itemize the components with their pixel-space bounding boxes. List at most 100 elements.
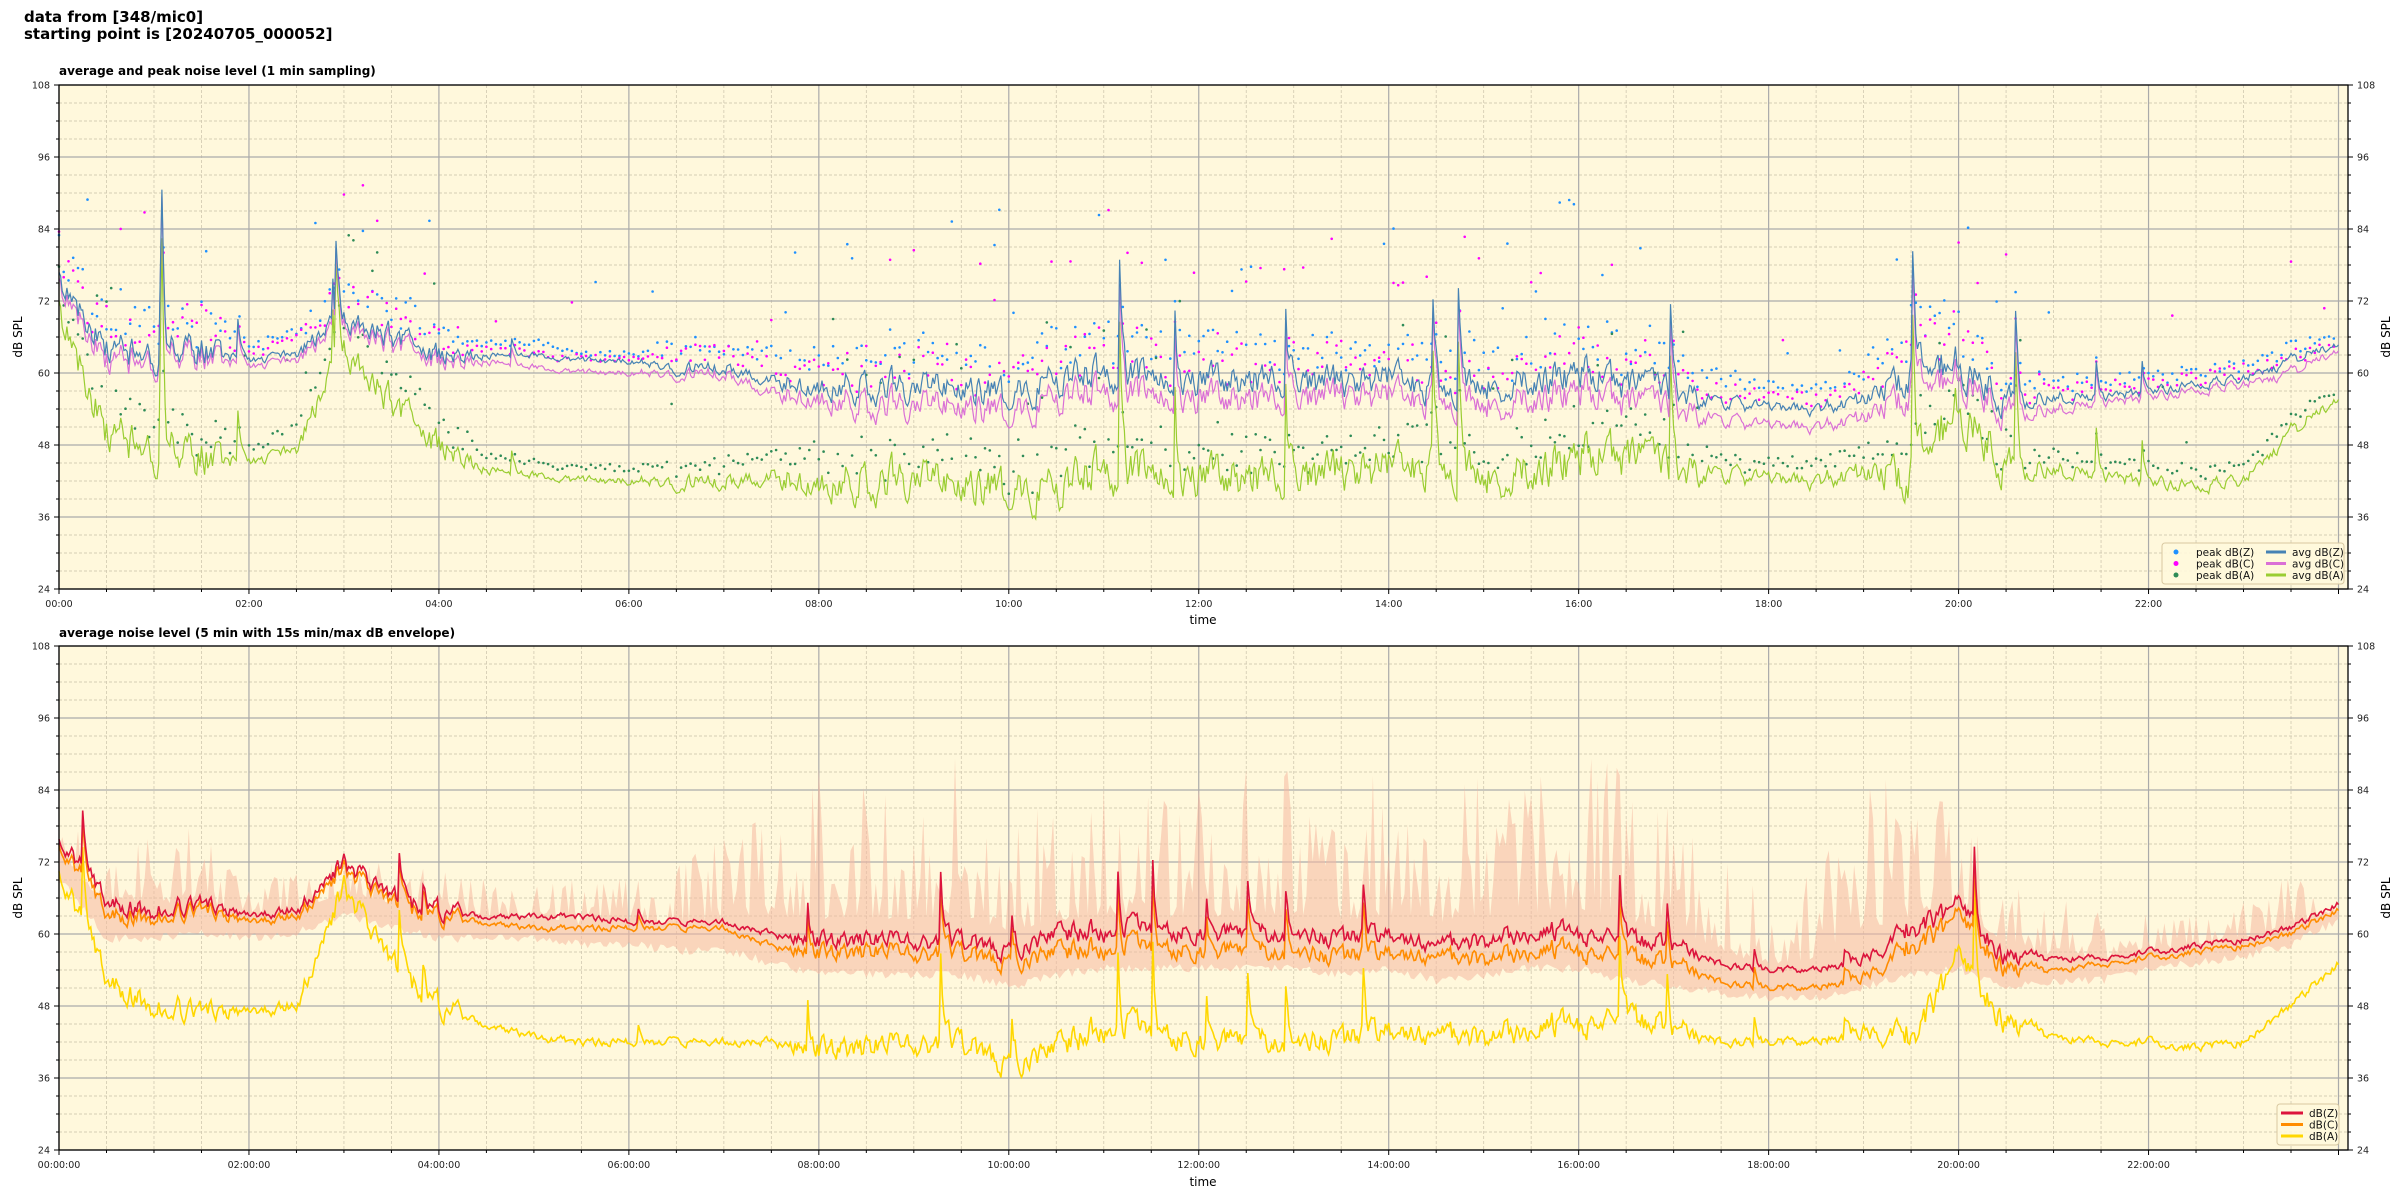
legend-label: avg dB(A) bbox=[2292, 570, 2344, 582]
peak-point bbox=[1838, 450, 1842, 453]
peak-point bbox=[1596, 358, 1599, 361]
peak-point bbox=[599, 350, 602, 354]
peak-point bbox=[1876, 453, 1880, 456]
peak-point bbox=[855, 346, 859, 350]
peak-point bbox=[751, 348, 754, 351]
peak-point bbox=[1050, 445, 1053, 449]
peak-point bbox=[1292, 349, 1295, 352]
peak-point bbox=[152, 325, 156, 328]
peak-point bbox=[741, 463, 745, 466]
peak-point bbox=[2237, 370, 2241, 374]
peak-point bbox=[390, 373, 393, 376]
peak-point bbox=[1278, 380, 1281, 384]
peak-point bbox=[542, 350, 545, 354]
peak-point bbox=[1040, 396, 1044, 399]
peak-point bbox=[869, 448, 873, 452]
peak-point bbox=[907, 372, 911, 376]
peak-point bbox=[2009, 434, 2013, 438]
peak-point bbox=[1320, 356, 1324, 360]
peak-point bbox=[1681, 330, 1685, 334]
peak-point bbox=[280, 432, 284, 436]
peak-point bbox=[1696, 385, 1699, 389]
peak-point bbox=[1501, 458, 1504, 461]
peak-point bbox=[2327, 343, 2331, 347]
peak-point bbox=[1002, 369, 1006, 373]
peak-point bbox=[95, 314, 99, 318]
peak-point bbox=[1814, 457, 1818, 460]
peak-point bbox=[1325, 341, 1329, 344]
peak-point bbox=[632, 467, 635, 471]
peak-point bbox=[2285, 341, 2288, 345]
peak-point bbox=[1610, 332, 1614, 336]
peak-point bbox=[898, 353, 901, 357]
peak-point bbox=[884, 354, 887, 357]
peak-point bbox=[869, 385, 873, 388]
peak-point bbox=[257, 442, 260, 446]
peak-point bbox=[988, 449, 992, 452]
peak-point bbox=[133, 427, 137, 430]
peak-point bbox=[969, 354, 973, 358]
peak-point bbox=[390, 318, 393, 322]
peak-point bbox=[2104, 466, 2108, 470]
x-tick-label: 06:00 bbox=[615, 599, 642, 610]
peak-point bbox=[1206, 449, 1210, 452]
peak-point bbox=[418, 387, 422, 391]
peak-point bbox=[2209, 368, 2212, 372]
peak-point bbox=[247, 444, 251, 447]
peak-point bbox=[1881, 385, 1884, 388]
peak-point bbox=[1715, 367, 1718, 370]
peak-point bbox=[1017, 361, 1020, 365]
peak-point bbox=[432, 282, 436, 285]
peak-point bbox=[2213, 362, 2217, 366]
peak-point bbox=[2251, 453, 2255, 457]
peak-point bbox=[1852, 454, 1856, 458]
peak-point bbox=[485, 456, 488, 460]
peak-point bbox=[1297, 445, 1300, 449]
peak-point bbox=[708, 463, 711, 467]
x-tick-label: 22:00 bbox=[2135, 599, 2162, 610]
peak-point bbox=[451, 446, 455, 449]
peak-point bbox=[1843, 382, 1846, 385]
peak-point bbox=[2019, 361, 2022, 365]
peak-point bbox=[1183, 350, 1186, 354]
peak-point bbox=[979, 343, 982, 347]
peak-point bbox=[1776, 386, 1780, 389]
peak-point bbox=[404, 389, 408, 393]
peak-point bbox=[1539, 271, 1542, 275]
peak-point bbox=[850, 454, 854, 457]
peak-point bbox=[627, 352, 631, 355]
peak-point bbox=[727, 345, 730, 348]
peak-point bbox=[898, 355, 901, 359]
peak-point bbox=[1786, 352, 1789, 355]
peak-point bbox=[1074, 335, 1077, 339]
peak-point bbox=[1677, 455, 1680, 459]
peak-point bbox=[375, 251, 379, 254]
peak-point bbox=[2213, 370, 2217, 373]
peak-point bbox=[1824, 399, 1827, 402]
peak-point bbox=[627, 358, 631, 362]
peak-point bbox=[608, 462, 612, 466]
peak-point bbox=[741, 353, 745, 357]
peak-point bbox=[1753, 459, 1756, 463]
y-tick-label-left: 36 bbox=[38, 1074, 50, 1085]
peak-point bbox=[2161, 373, 2165, 376]
peak-point bbox=[1007, 380, 1011, 384]
peak-point bbox=[570, 349, 574, 353]
peak-point bbox=[983, 346, 987, 349]
peak-point bbox=[276, 337, 279, 340]
peak-point bbox=[124, 407, 127, 411]
peak-point bbox=[209, 445, 213, 449]
peak-point bbox=[660, 354, 664, 357]
peak-point bbox=[1624, 415, 1628, 418]
y-tick-label-right: 108 bbox=[2357, 81, 2375, 92]
peak-point bbox=[1425, 275, 1428, 279]
peak-point bbox=[1259, 333, 1262, 336]
peak-point bbox=[2285, 422, 2288, 426]
peak-point bbox=[594, 466, 597, 470]
peak-point bbox=[546, 462, 550, 466]
peak-point bbox=[1947, 389, 1951, 393]
peak-point bbox=[347, 305, 351, 309]
peak-point bbox=[1582, 336, 1585, 340]
peak-point bbox=[1330, 237, 1333, 241]
peak-point bbox=[1439, 379, 1443, 383]
